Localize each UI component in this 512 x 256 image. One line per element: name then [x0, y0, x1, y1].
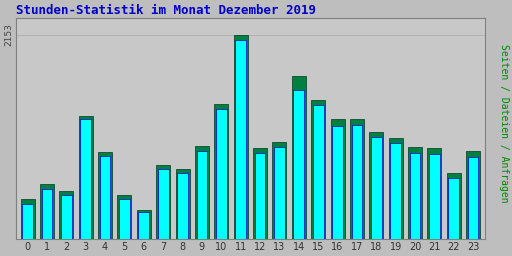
Bar — [311, 100, 325, 239]
Bar — [429, 154, 440, 239]
Bar — [40, 184, 54, 239]
Bar — [389, 138, 402, 239]
Bar — [22, 204, 33, 239]
Bar — [292, 76, 306, 239]
Text: Stunden-Statistik im Monat Dezember 2019: Stunden-Statistik im Monat Dezember 2019 — [16, 4, 316, 17]
Bar — [20, 199, 34, 239]
Bar — [313, 105, 324, 239]
Bar — [59, 191, 73, 239]
Bar — [137, 210, 151, 239]
Bar — [138, 211, 149, 239]
Bar — [215, 104, 228, 239]
Bar — [410, 153, 420, 239]
Bar — [466, 151, 480, 239]
Bar — [332, 126, 343, 239]
Bar — [79, 116, 93, 239]
Text: Seiten / Dateien / Anfragen: Seiten / Dateien / Anfragen — [499, 44, 509, 202]
Bar — [408, 147, 422, 239]
Bar — [371, 136, 381, 239]
Bar — [352, 125, 362, 239]
Bar — [98, 152, 112, 239]
Bar — [117, 195, 132, 239]
Bar — [350, 120, 364, 239]
Bar — [233, 35, 248, 239]
Bar — [272, 142, 286, 239]
Bar — [447, 173, 461, 239]
Bar — [253, 148, 267, 239]
Bar — [177, 173, 188, 239]
Bar — [41, 189, 52, 239]
Bar — [331, 120, 345, 239]
Bar — [100, 156, 111, 239]
Bar — [176, 169, 189, 239]
Bar — [80, 119, 91, 239]
Bar — [216, 109, 227, 239]
Bar — [236, 40, 246, 239]
Bar — [274, 147, 285, 239]
Bar — [293, 90, 304, 239]
Bar — [156, 165, 170, 239]
Bar — [390, 143, 401, 239]
Bar — [61, 195, 72, 239]
Bar — [428, 148, 441, 239]
Bar — [197, 151, 207, 239]
Bar — [255, 153, 265, 239]
Bar — [195, 146, 209, 239]
Bar — [119, 199, 130, 239]
Bar — [369, 132, 383, 239]
Bar — [158, 169, 168, 239]
Bar — [468, 157, 479, 239]
Bar — [449, 178, 459, 239]
